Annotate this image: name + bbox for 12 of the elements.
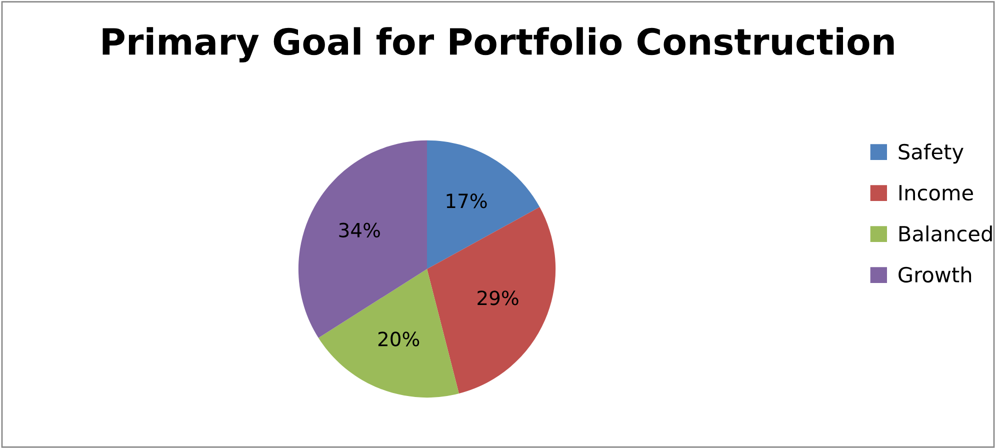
data-label: 34%: [339, 222, 380, 238]
legend-label: Balanced: [899, 225, 992, 242]
data-label: 17%: [446, 194, 487, 208]
pie-slice: [427, 140, 540, 269]
legend-label: Safety: [898, 143, 964, 164]
legend-label: Income: [899, 185, 973, 201]
data-label: 29%: [478, 290, 518, 306]
data-label: 20%: [378, 332, 420, 346]
chart-title: Primary Goal for Portfolio Construction: [102, 27, 894, 62]
legend-label: Growth: [898, 266, 972, 283]
pie-slice: [318, 269, 459, 398]
pie-slice: [427, 207, 556, 394]
